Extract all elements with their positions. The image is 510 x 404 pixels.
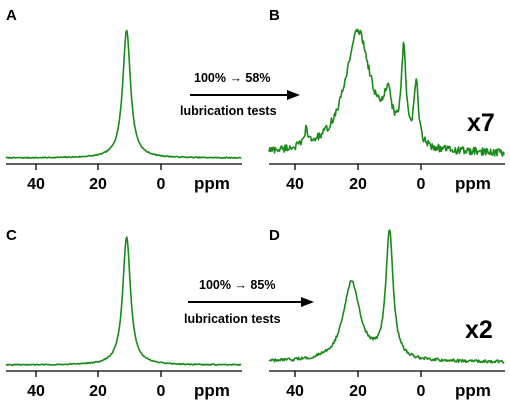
panel-label-b: B xyxy=(269,7,280,24)
magnification-label-d: x2 xyxy=(465,316,493,344)
x-axis-unit-b: ppm xyxy=(455,174,491,193)
tick-label-c-40: 40 xyxy=(27,383,45,400)
tick-label-b-20: 20 xyxy=(349,176,367,193)
x-axis-unit-c: ppm xyxy=(194,381,230,400)
tick-label-a-40: 40 xyxy=(27,176,45,193)
arrow-head-bottom xyxy=(301,297,314,307)
arrow-label-bottom: 100% → 85% xyxy=(199,278,275,292)
magnification-label-b: x7 xyxy=(467,109,495,137)
spectrum-trace-b xyxy=(268,28,505,157)
panel-b: B 40 20 0 ppm x7 xyxy=(268,7,505,193)
spectrum-trace-a xyxy=(5,29,242,160)
arrow-head-top xyxy=(287,90,300,100)
tick-label-a-0: 0 xyxy=(157,176,166,193)
tick-label-c-0: 0 xyxy=(157,383,166,400)
arrow-caption-bottom: lubrication tests xyxy=(184,312,281,326)
panel-c: C 40 20 0 ppm xyxy=(5,227,242,400)
panel-label-a: A xyxy=(6,7,17,24)
tick-label-a-20: 20 xyxy=(89,176,107,193)
tick-label-d-40: 40 xyxy=(286,383,304,400)
tick-label-c-20: 20 xyxy=(89,383,107,400)
x-axis-unit-a: ppm xyxy=(194,174,230,193)
x-axis-unit-d: ppm xyxy=(455,381,491,400)
panel-d: D 40 20 0 ppm x2 xyxy=(268,227,505,400)
arrow-label-top: 100% → 58% xyxy=(194,71,270,85)
annotation-bottom: 100% → 85% lubrication tests xyxy=(184,278,314,326)
tick-label-b-0: 0 xyxy=(417,176,426,193)
tick-label-b-40: 40 xyxy=(286,176,304,193)
panel-label-c: C xyxy=(6,227,17,244)
annotation-top: 100% → 58% lubrication tests xyxy=(180,71,300,118)
arrow-caption-top: lubrication tests xyxy=(180,104,277,118)
spectrum-trace-c xyxy=(5,236,242,367)
panel-a: A 40 20 0 ppm xyxy=(5,7,242,193)
tick-label-d-0: 0 xyxy=(417,383,426,400)
tick-label-d-20: 20 xyxy=(349,383,367,400)
spectrum-trace-d xyxy=(268,229,505,364)
panel-label-d: D xyxy=(269,227,280,244)
